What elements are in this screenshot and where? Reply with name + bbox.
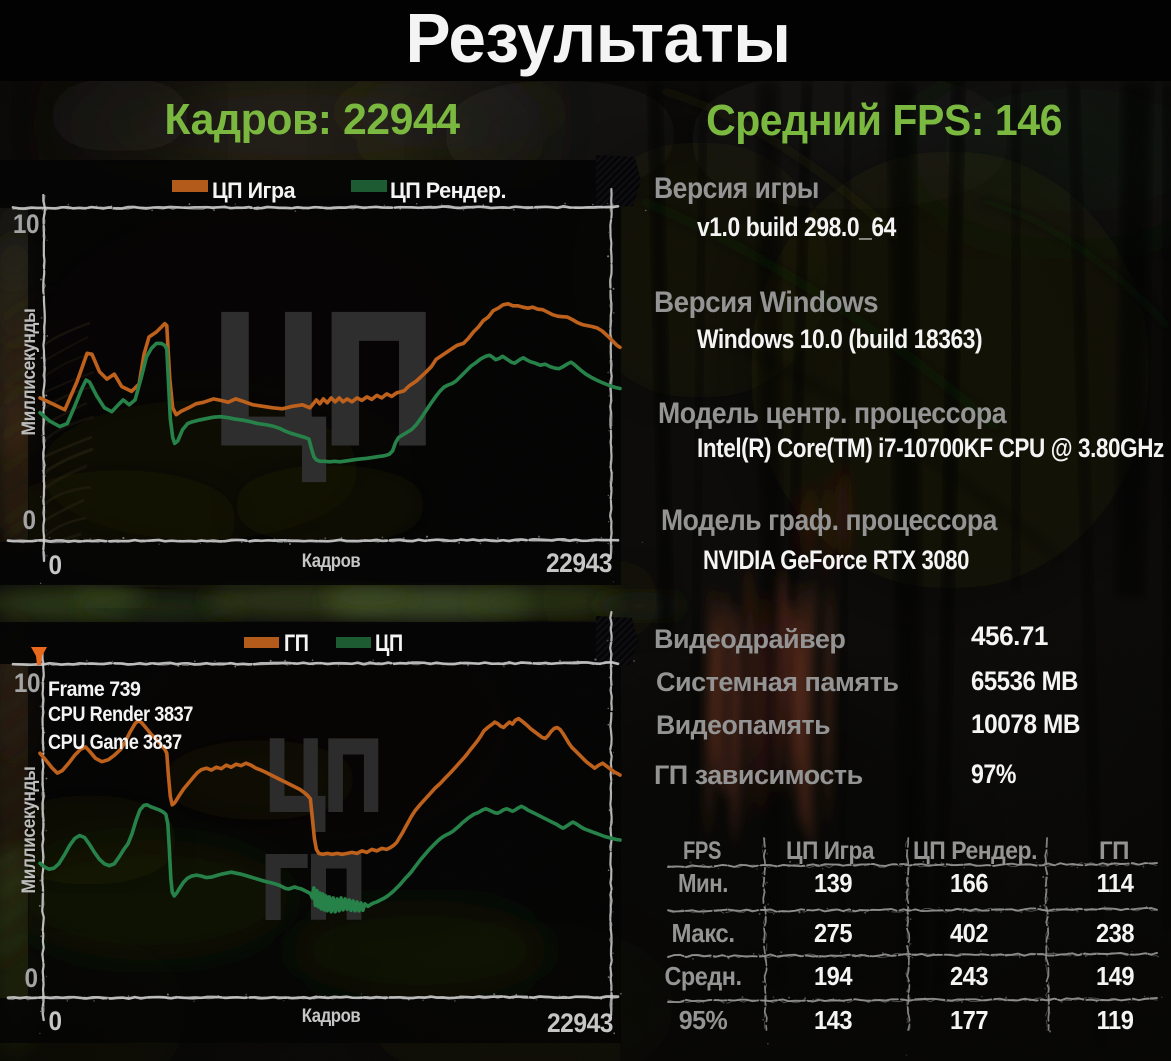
svg-text:ЦП: ЦП [214,275,433,481]
svg-text:ЦП: ЦП [266,720,382,832]
